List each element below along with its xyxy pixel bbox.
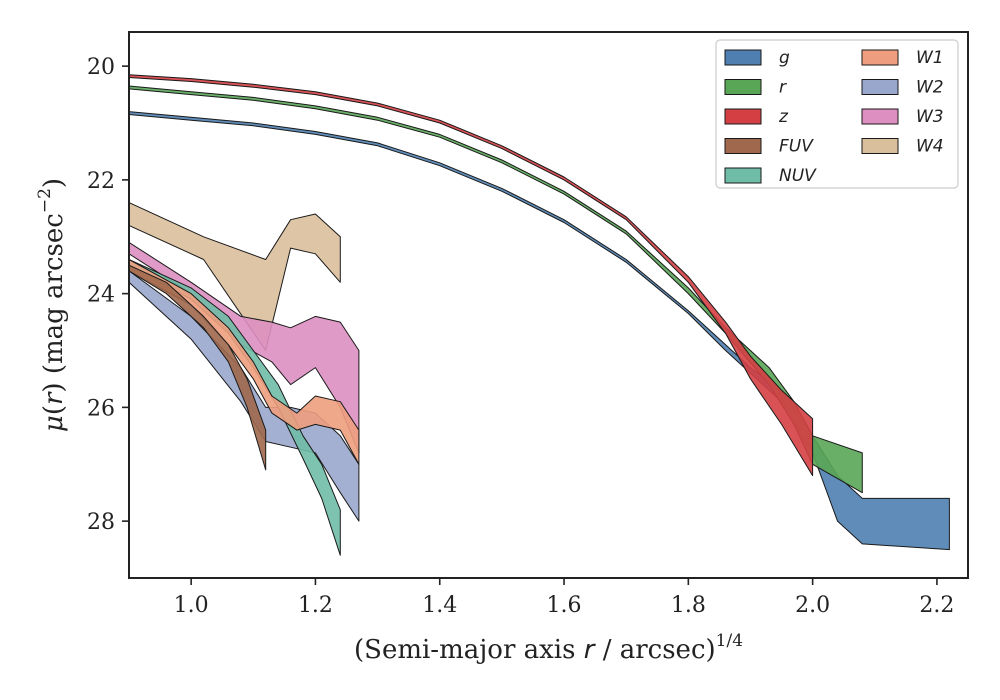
x-tick-label: 1.8: [671, 593, 706, 618]
legend-label-w2: W2: [916, 78, 944, 98]
legend-swatch-g: [724, 49, 762, 66]
legend-swatch-r: [724, 79, 762, 95]
x-tick-label: 2.2: [919, 593, 954, 618]
legend-swatch-w2: [861, 79, 899, 95]
legend-swatch-w3: [861, 108, 899, 125]
x-tick-label: 1.2: [298, 593, 333, 618]
y-tick-label: 28: [87, 510, 115, 535]
x-tick-label: 1.4: [422, 593, 457, 618]
x-tick-label: 1.0: [174, 593, 209, 618]
y-tick-label: 20: [87, 55, 115, 80]
legend-label-r: r: [779, 78, 787, 98]
band-fuv: [129, 264, 267, 471]
axis-label-layer: (Semi-major axis r / arcsec)1/4 μ(r) (mag…: [35, 178, 743, 665]
plot-border: [128, 31, 969, 579]
legend-label-w3: W3: [916, 107, 944, 127]
legend-swatch-z: [724, 108, 762, 125]
x-tick-label: 2.0: [795, 593, 830, 618]
band-z: [129, 74, 814, 477]
plot-frame: [128, 31, 969, 579]
legend-swatch-w1: [861, 49, 899, 66]
legend-label-w4: W4: [916, 137, 944, 157]
y-tick-label: 26: [87, 396, 115, 421]
band-w4: [129, 202, 341, 351]
y-tick-label: 22: [87, 169, 115, 194]
y-axis-label: μ(r) (mag arcsec−2): [35, 178, 69, 432]
band-layer: [129, 74, 950, 556]
band-g: [129, 111, 950, 551]
band-r: [129, 85, 863, 494]
legend-swatch-fuv: [724, 138, 762, 154]
legend: grz FUV NUV W1 W2 W3 W4: [715, 39, 959, 189]
x-axis-label: (Semi-major axis r / arcsec)1/4: [354, 631, 743, 665]
x-tick-label: 1.6: [547, 593, 582, 618]
legend-swatch-w4: [861, 138, 899, 154]
y-tick-label: 24: [87, 283, 115, 308]
legend-label-g: g: [779, 48, 790, 68]
legend-label-w1: W1: [916, 48, 944, 68]
tick-layer: 1.0 1.2 1.4 1.6 1.8 2.0 2.2 20 22 24 26 28: [87, 55, 954, 618]
legend-swatch-nuv: [724, 167, 762, 184]
legend-label-fuv: FUV: [779, 137, 814, 157]
legend-label-z: z: [778, 107, 789, 127]
legend-label-nuv: NUV: [779, 166, 817, 186]
